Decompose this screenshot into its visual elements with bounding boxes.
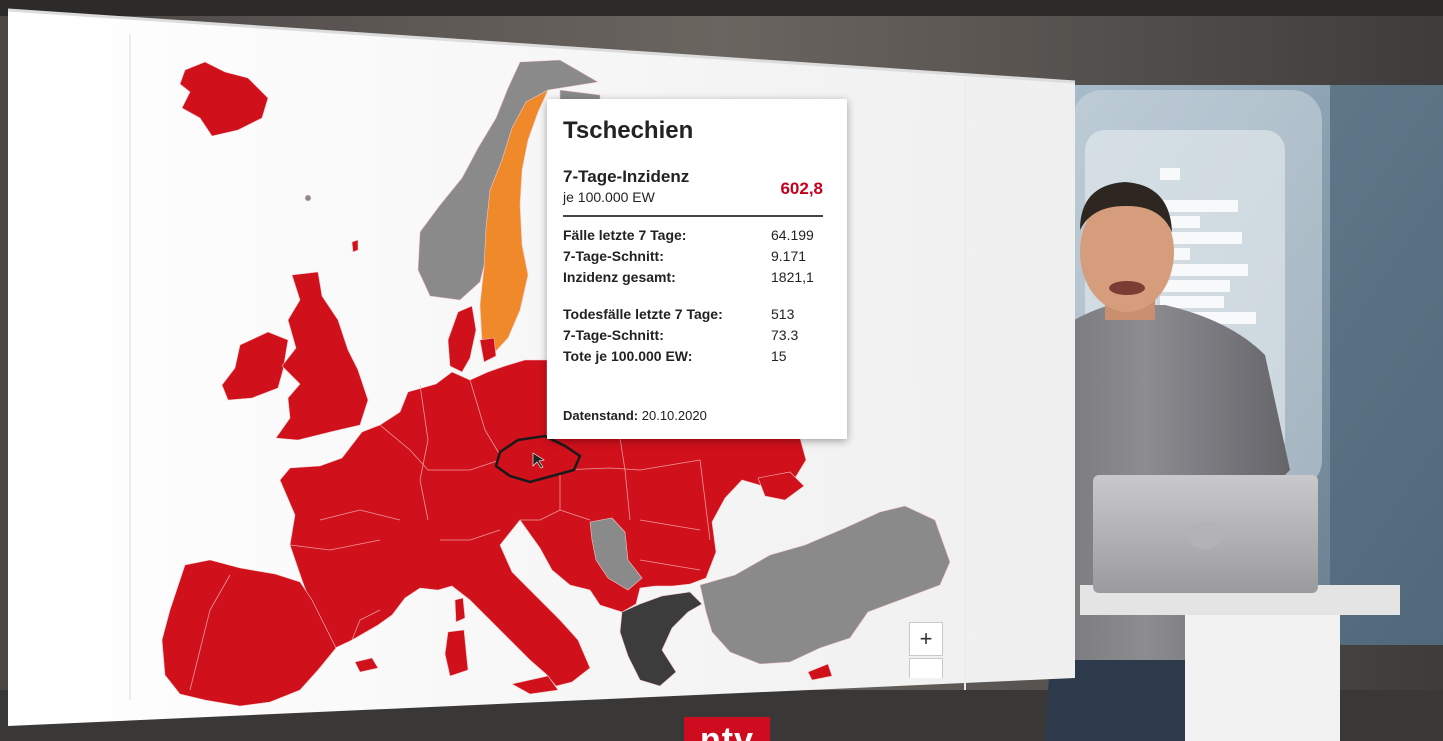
incidence-value: 602,8 [780,179,823,198]
country-denmark-islands [479,337,497,363]
stat-row: Fälle letzte 7 Tage: 64.199 [563,225,831,246]
stat-label: Tote je 100.000 EW: [563,348,693,364]
stat-value: 513 [771,306,795,322]
country-uk[interactable] [275,271,369,441]
stat-label: Todesfälle letzte 7 Tage: [563,306,723,322]
stat-row: 7-Tage-Schnitt: 73.3 [563,325,831,346]
stat-row: 7-Tage-Schnitt: 9.171 [563,246,831,267]
country-sicily [511,675,559,695]
mouse-cursor-icon [532,452,545,469]
stat-row: Tote je 100.000 EW: 15 [563,346,831,367]
zoom-in-button[interactable]: + [909,622,943,656]
stat-value: 1821,1 [771,269,814,285]
stat-row: Todesfälle letzte 7 Tage: 513 [563,304,831,325]
stat-value: 9.171 [771,248,807,264]
country-greece[interactable] [619,591,703,687]
stat-label: Inzidenz gesamt: [563,269,676,285]
broadcaster-logo-text: ntv [700,721,754,741]
stat-value: 73.3 [771,327,799,343]
country-borders [189,379,711,691]
zoom-out-button[interactable] [909,658,943,678]
country-uk-shetland [351,239,359,253]
data-date: Datenstand: 20.10.2020 [563,408,707,423]
country-ireland[interactable] [221,331,289,401]
country-faroes [304,194,312,202]
country-iceland[interactable] [179,61,269,137]
stat-value: 64.199 [771,227,814,243]
country-sardinia [444,629,469,677]
stat-label: 7-Tage-Schnitt: [563,248,664,264]
country-info-tooltip: Tschechien 7-Tage-Inzidenz je 100.000 EW… [547,99,847,439]
stat-label: 7-Tage-Schnitt: [563,327,664,343]
broadcaster-logo: ntv [684,717,770,741]
country-serbia[interactable] [589,517,643,591]
country-cyprus [807,663,833,681]
stat-row: Inzidenz gesamt: 1821,1 [563,267,831,288]
incidence-sublabel: je 100.000 EW [563,189,655,205]
tooltip-country-name: Tschechien [563,117,694,144]
country-corsica [454,597,466,623]
country-balearics [354,657,379,673]
tooltip-divider [563,215,823,217]
stat-label: Fälle letzte 7 Tage: [563,227,687,243]
incidence-header: 7-Tage-Inzidenz je 100.000 EW 602,8 [563,167,831,207]
country-denmark[interactable] [447,305,477,373]
stat-value: 15 [771,348,787,364]
incidence-label: 7-Tage-Inzidenz [563,167,690,186]
data-date-value: 20.10.2020 [641,408,707,423]
country-turkey[interactable] [699,505,951,665]
country-crimea [757,471,805,501]
data-date-label: Datenstand: [563,408,639,423]
country-iberia[interactable] [161,559,337,707]
